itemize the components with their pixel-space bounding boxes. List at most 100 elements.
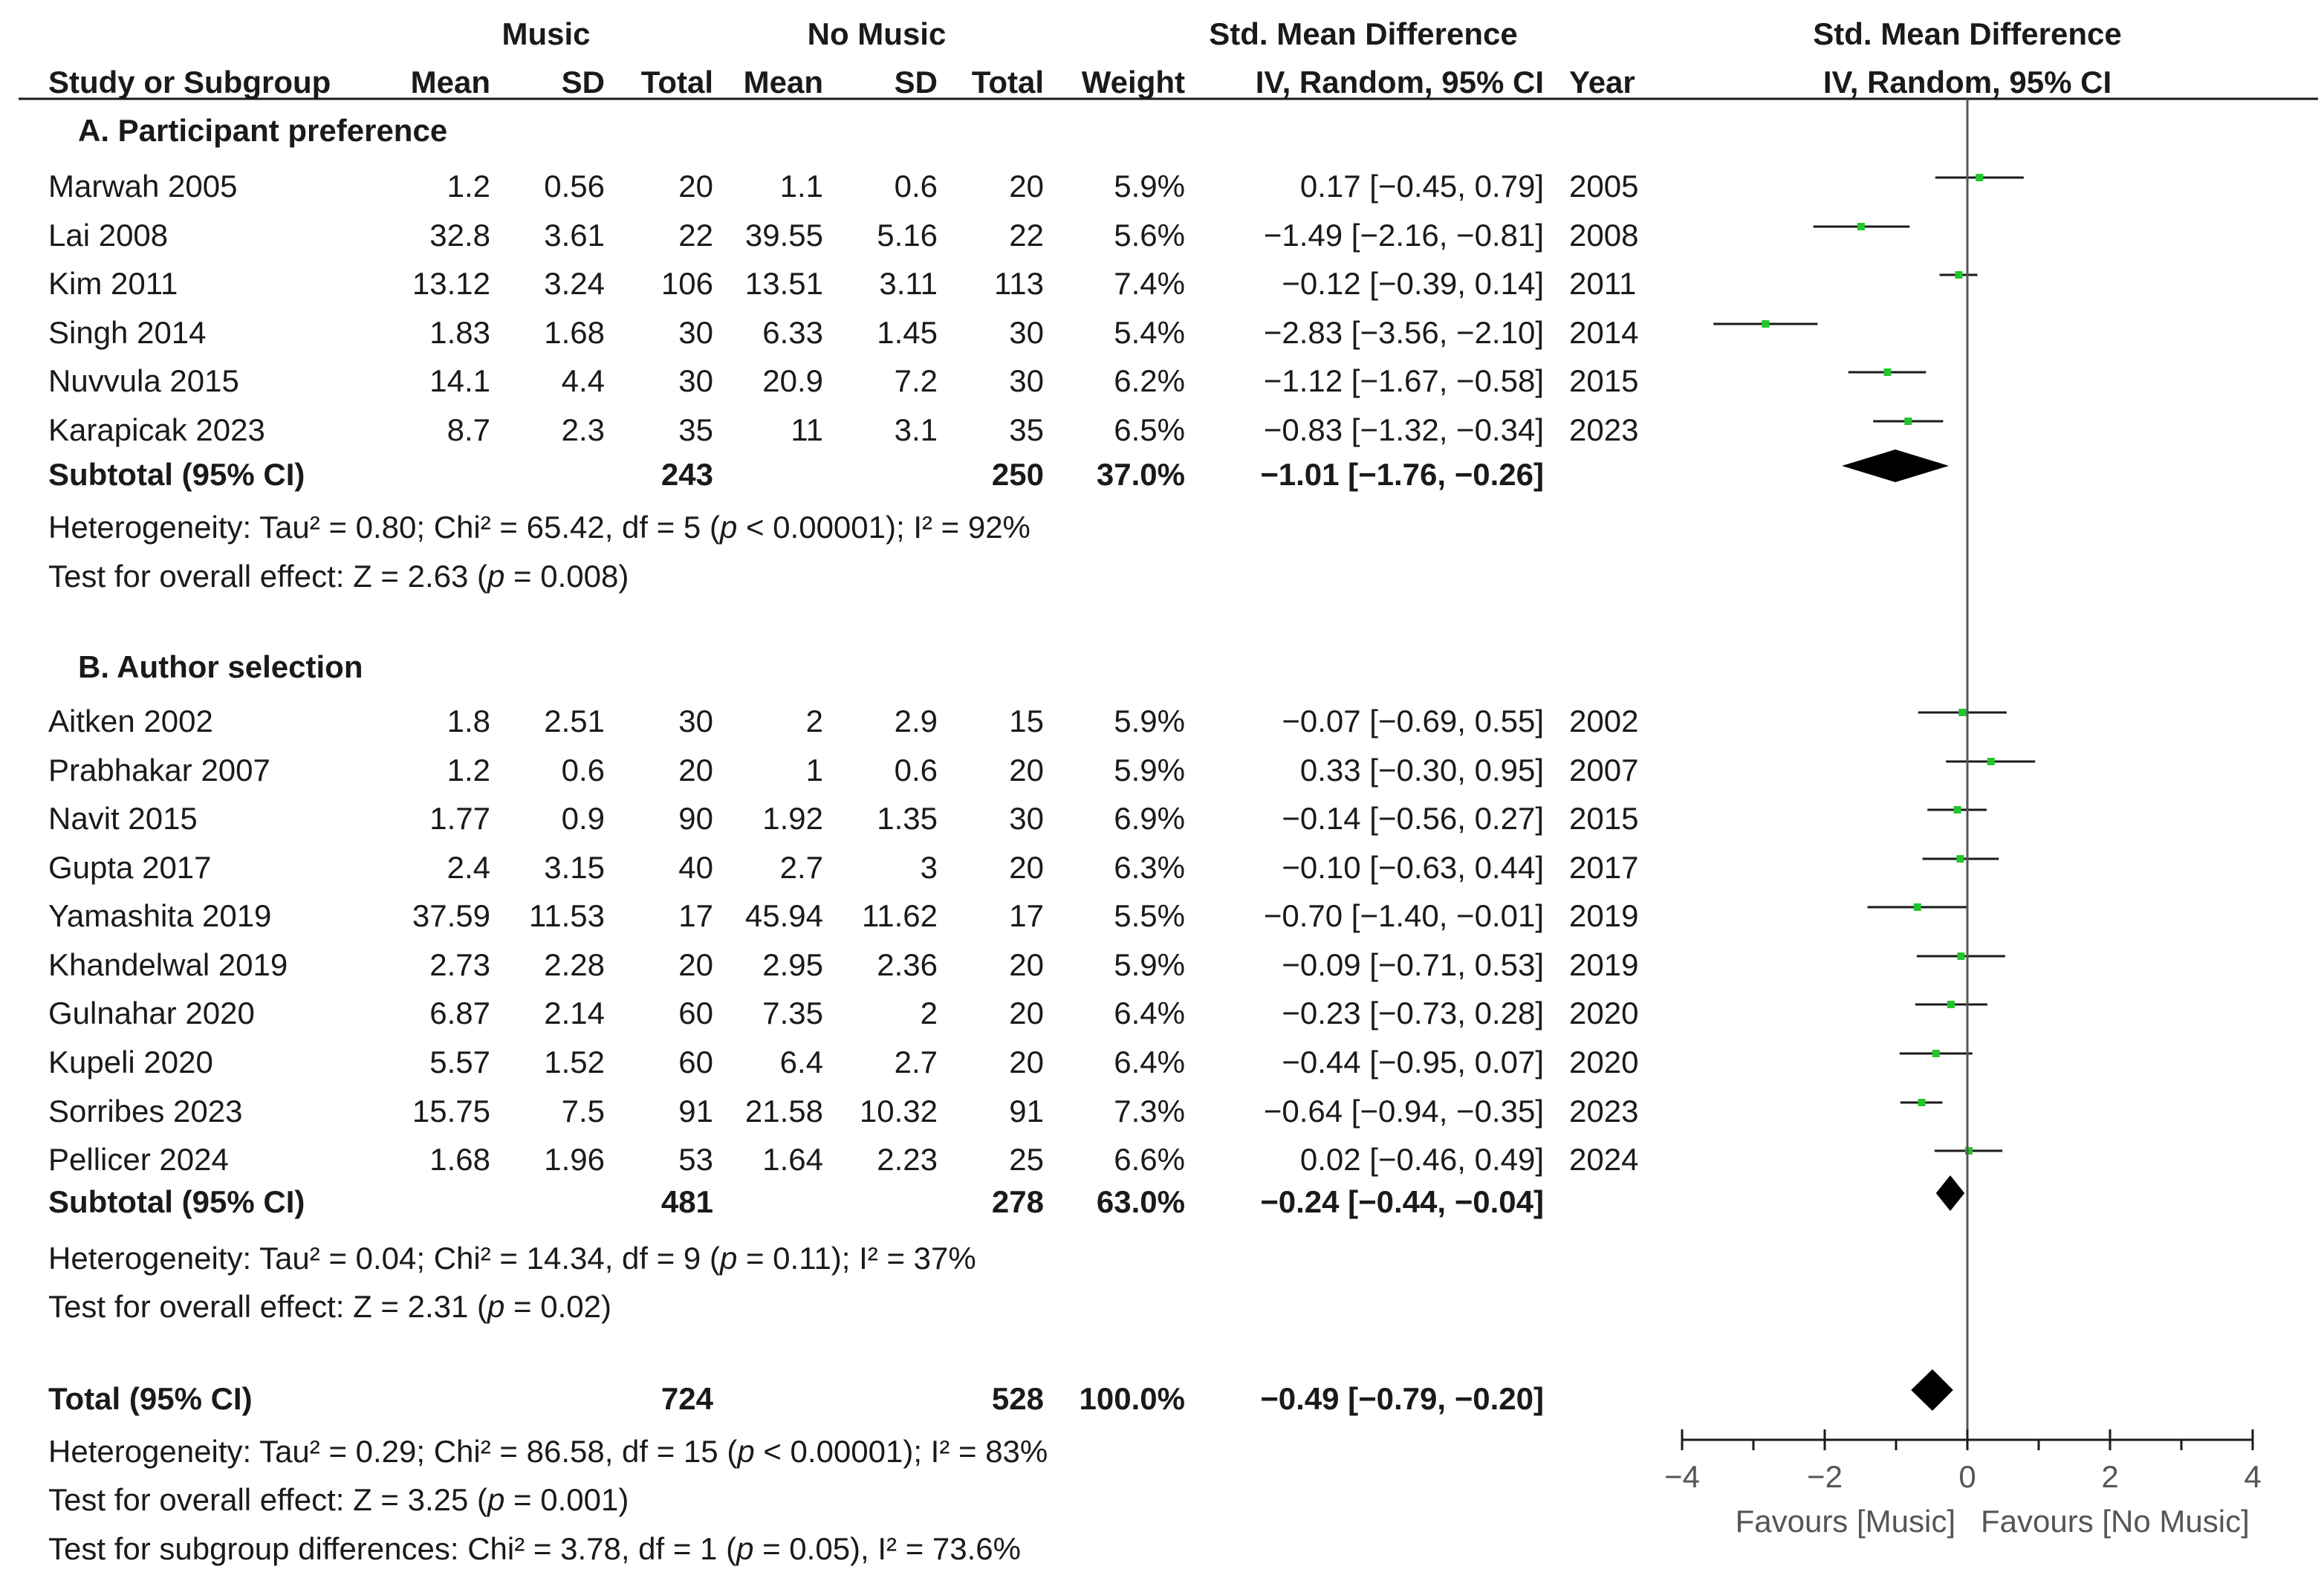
no-music-sd: 1.45 bbox=[877, 315, 938, 350]
study-point-marker bbox=[1857, 223, 1865, 230]
no-music-mean: 1 bbox=[806, 753, 823, 788]
total-no-music-total: 528 bbox=[992, 1381, 1044, 1416]
study-weight: 6.5% bbox=[1114, 412, 1185, 447]
no-music-mean: 39.55 bbox=[745, 218, 823, 253]
no-music-sd: 0.6 bbox=[895, 169, 938, 204]
study-point-marker bbox=[1883, 368, 1892, 376]
study-name: Pellicer 2024 bbox=[48, 1142, 229, 1177]
no-music-mean: 11 bbox=[791, 412, 823, 447]
study-name: Aitken 2002 bbox=[48, 704, 213, 738]
study-name: Marwah 2005 bbox=[48, 169, 237, 204]
music-sd: 1.96 bbox=[544, 1142, 605, 1177]
study-point-marker bbox=[1953, 806, 1961, 814]
no-music-sd: 11.62 bbox=[862, 898, 938, 933]
no-music-total: 20 bbox=[1009, 169, 1044, 204]
header-total2-col: Total bbox=[972, 65, 1044, 100]
study-point-marker bbox=[1957, 952, 1965, 960]
music-mean: 13.12 bbox=[412, 266, 490, 301]
study-weight: 5.5% bbox=[1114, 898, 1185, 933]
subtotal-no-music-total: 250 bbox=[992, 457, 1044, 492]
music-total: 30 bbox=[678, 315, 713, 350]
no-music-sd: 0.6 bbox=[895, 753, 938, 788]
no-music-sd: 5.16 bbox=[877, 218, 938, 253]
music-total: 20 bbox=[678, 947, 713, 982]
study-ci: −0.64 [−0.94, −0.35] bbox=[1264, 1094, 1544, 1129]
music-sd: 7.5 bbox=[562, 1094, 605, 1129]
study-name: Navit 2015 bbox=[48, 801, 198, 836]
study-point-marker bbox=[1932, 1050, 1940, 1057]
study-ci: −0.44 [−0.95, 0.07] bbox=[1282, 1045, 1544, 1079]
study-point-marker bbox=[1913, 903, 1921, 911]
overall-effect-stats: Test for overall effect: Z = 2.31 (p = 0… bbox=[48, 1289, 611, 1324]
study-point-marker bbox=[1947, 1001, 1955, 1008]
no-music-mean: 20.9 bbox=[762, 363, 823, 398]
plot-marks bbox=[1713, 174, 2036, 1411]
total-ci: −0.49 [−0.79, −0.20] bbox=[1260, 1381, 1544, 1416]
music-mean: 6.87 bbox=[429, 996, 490, 1030]
music-total: 22 bbox=[678, 218, 713, 253]
study-weight: 6.2% bbox=[1114, 363, 1185, 398]
no-music-total: 20 bbox=[1009, 1045, 1044, 1079]
no-music-sd: 3.1 bbox=[895, 412, 938, 447]
study-year: 2008 bbox=[1569, 218, 1638, 253]
study-year: 2019 bbox=[1569, 898, 1638, 933]
study-point-marker bbox=[1762, 320, 1770, 328]
no-music-sd: 2.7 bbox=[895, 1045, 938, 1079]
no-music-sd: 2 bbox=[921, 996, 938, 1030]
study-weight: 7.4% bbox=[1114, 266, 1185, 301]
music-sd: 0.6 bbox=[562, 753, 605, 788]
subtotal-music-total: 481 bbox=[661, 1184, 713, 1219]
music-sd: 0.56 bbox=[544, 169, 605, 204]
no-music-mean: 2 bbox=[806, 704, 823, 738]
header-plot-ci: IV, Random, 95% CI bbox=[1823, 65, 2112, 100]
study-ci: −1.49 [−2.16, −0.81] bbox=[1264, 218, 1544, 253]
header-total1-col: Total bbox=[641, 65, 713, 100]
study-point-marker bbox=[1976, 174, 1984, 181]
study-year: 2024 bbox=[1569, 1142, 1638, 1177]
music-sd: 1.68 bbox=[544, 315, 605, 350]
total-heterogeneity-stats: Heterogeneity: Tau² = 0.29; Chi² = 86.58… bbox=[48, 1434, 1048, 1469]
header-plot-title: Std. Mean Difference bbox=[1813, 16, 2121, 51]
study-weight: 7.3% bbox=[1114, 1094, 1185, 1129]
no-music-total: 30 bbox=[1009, 363, 1044, 398]
total-label: Total (95% CI) bbox=[48, 1381, 253, 1416]
x-tick-label: 2 bbox=[2101, 1459, 2118, 1494]
study-ci: −0.10 [−0.63, 0.44] bbox=[1282, 850, 1544, 885]
no-music-total: 113 bbox=[994, 266, 1044, 301]
study-name: Kim 2011 bbox=[48, 266, 178, 301]
study-weight: 5.9% bbox=[1114, 169, 1185, 204]
no-music-mean: 1.64 bbox=[762, 1142, 823, 1177]
header-mean2-col: Mean bbox=[744, 65, 823, 100]
no-music-sd: 2.23 bbox=[877, 1142, 938, 1177]
no-music-mean: 2.95 bbox=[762, 947, 823, 982]
header-weight-col: Weight bbox=[1082, 65, 1185, 100]
subtotal-music-total: 243 bbox=[661, 457, 713, 492]
no-music-total: 91 bbox=[1009, 1094, 1044, 1129]
subtotal-diamond bbox=[1935, 1175, 1965, 1211]
subtotal-ci: −1.01 [−1.76, −0.26] bbox=[1260, 457, 1544, 492]
study-year: 2005 bbox=[1569, 169, 1638, 204]
music-total: 91 bbox=[678, 1094, 713, 1129]
study-year: 2011 bbox=[1569, 266, 1636, 301]
music-mean: 1.68 bbox=[429, 1142, 490, 1177]
no-music-total: 17 bbox=[1009, 898, 1044, 933]
music-total: 30 bbox=[678, 704, 713, 738]
study-year: 2015 bbox=[1569, 801, 1638, 836]
study-ci: −0.07 [−0.69, 0.55] bbox=[1282, 704, 1544, 738]
no-music-sd: 3.11 bbox=[879, 266, 938, 301]
no-music-sd: 10.32 bbox=[860, 1094, 938, 1129]
total-diamond bbox=[1911, 1369, 1953, 1411]
subgroup-header: A. Participant preference bbox=[78, 113, 447, 148]
subtotal-label: Subtotal (95% CI) bbox=[48, 1184, 305, 1219]
study-year: 2019 bbox=[1569, 947, 1638, 982]
study-year: 2002 bbox=[1569, 704, 1638, 738]
music-sd: 3.61 bbox=[544, 218, 605, 253]
no-music-sd: 2.9 bbox=[895, 704, 938, 738]
study-ci: −2.83 [−3.56, −2.10] bbox=[1264, 315, 1544, 350]
study-weight: 6.6% bbox=[1114, 1142, 1185, 1177]
study-weight: 5.9% bbox=[1114, 704, 1185, 738]
study-year: 2015 bbox=[1569, 363, 1638, 398]
table-rows: A. Participant preference Marwah 2005 1.2 0… bbox=[48, 113, 1638, 1566]
subgroup-header: B. Author selection bbox=[78, 649, 363, 684]
